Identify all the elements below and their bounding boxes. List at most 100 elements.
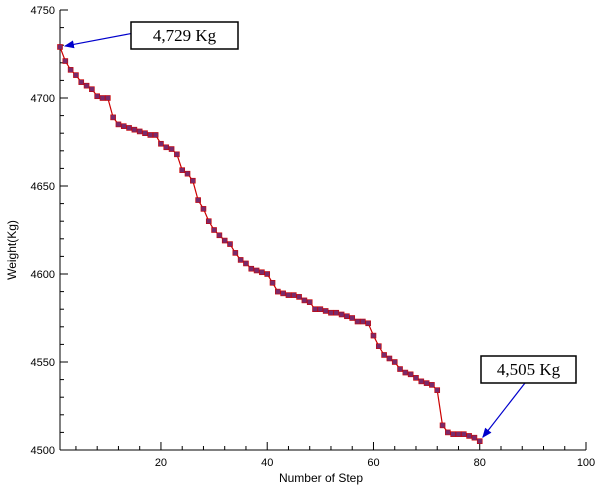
y-tick-label: 4550 bbox=[31, 357, 55, 369]
data-point bbox=[73, 72, 79, 78]
data-point bbox=[386, 355, 393, 362]
y-tick-label: 4700 bbox=[31, 93, 55, 105]
data-point bbox=[455, 431, 462, 437]
data-point bbox=[259, 269, 265, 276]
data-point bbox=[195, 197, 201, 203]
callouts-group: 4,729 Kg 4,505 Kg bbox=[63, 21, 577, 439]
data-point bbox=[152, 132, 159, 138]
data-point bbox=[344, 313, 350, 320]
data-point bbox=[370, 332, 377, 339]
data-point bbox=[466, 433, 472, 439]
data-point bbox=[99, 95, 106, 101]
data-point bbox=[221, 237, 228, 244]
data-point bbox=[413, 375, 419, 381]
data-point bbox=[94, 93, 100, 100]
x-tick-label: 60 bbox=[367, 457, 379, 469]
callout-box bbox=[130, 21, 239, 50]
data-point bbox=[216, 232, 223, 239]
data-point bbox=[333, 309, 340, 316]
data-point bbox=[190, 177, 196, 184]
data-point bbox=[89, 86, 95, 92]
data-point bbox=[243, 260, 249, 267]
callout-label: 4,729 Kg bbox=[153, 26, 217, 45]
series-group bbox=[57, 44, 483, 445]
data-point bbox=[147, 132, 154, 138]
data-point bbox=[253, 267, 260, 274]
data-point bbox=[365, 320, 371, 327]
data-point bbox=[126, 125, 132, 131]
data-point bbox=[57, 44, 63, 50]
data-point bbox=[168, 146, 175, 152]
data-point bbox=[264, 271, 271, 277]
data-point bbox=[429, 382, 435, 388]
callout-arrow bbox=[482, 382, 526, 439]
data-point bbox=[248, 265, 255, 272]
data-point bbox=[115, 121, 122, 128]
data-point bbox=[418, 378, 425, 385]
data-point bbox=[120, 123, 127, 129]
y-tick-label: 4500 bbox=[31, 445, 55, 457]
data-point bbox=[471, 434, 478, 441]
data-point bbox=[200, 206, 207, 212]
x-tick-label: 80 bbox=[474, 457, 486, 469]
data-point bbox=[174, 151, 180, 158]
data-point bbox=[317, 306, 324, 313]
data-point bbox=[136, 128, 143, 135]
data-point bbox=[349, 315, 356, 321]
data-point bbox=[434, 387, 441, 393]
y-tick-label: 4600 bbox=[31, 269, 55, 281]
data-point bbox=[402, 369, 409, 376]
data-point bbox=[290, 292, 297, 298]
data-point bbox=[476, 438, 483, 445]
data-point bbox=[275, 288, 281, 295]
data-point bbox=[285, 292, 292, 298]
data-point bbox=[312, 306, 318, 313]
data-point bbox=[158, 140, 164, 147]
x-tick-label: 20 bbox=[155, 457, 167, 469]
series-line bbox=[59, 46, 481, 442]
data-point bbox=[67, 67, 74, 73]
data-point bbox=[397, 366, 403, 372]
callout-box bbox=[480, 355, 577, 384]
data-point bbox=[83, 82, 90, 89]
data-point bbox=[381, 352, 387, 358]
data-point bbox=[296, 294, 302, 300]
data-point bbox=[184, 170, 191, 177]
y-tick-label: 4650 bbox=[31, 181, 55, 193]
data-point bbox=[78, 79, 85, 85]
data-point bbox=[306, 299, 313, 305]
data-point bbox=[407, 371, 414, 378]
data-point bbox=[360, 318, 366, 325]
data-point bbox=[338, 311, 345, 318]
data-point bbox=[328, 309, 334, 316]
data-point bbox=[423, 380, 430, 386]
y-tick-label: 4750 bbox=[31, 5, 55, 17]
y-axis-title: Weight(Kg) bbox=[5, 220, 19, 280]
data-point bbox=[179, 167, 186, 173]
data-point bbox=[280, 290, 286, 297]
data-point bbox=[322, 308, 329, 314]
data-point bbox=[105, 95, 111, 101]
callout-arrow bbox=[63, 32, 135, 49]
x-axis-title: Number of Step bbox=[279, 471, 363, 485]
data-point bbox=[301, 297, 308, 304]
data-point bbox=[445, 429, 451, 436]
data-point bbox=[131, 126, 138, 133]
data-point bbox=[391, 359, 398, 365]
data-point bbox=[227, 241, 233, 247]
data-point bbox=[269, 279, 276, 286]
data-point bbox=[450, 431, 456, 437]
data-point bbox=[375, 343, 382, 349]
data-point bbox=[439, 422, 446, 429]
data-point bbox=[142, 130, 148, 136]
data-point bbox=[232, 250, 239, 256]
axes: 4500 4550 4600 4650 4700 4750 20 40 60 80 100 bbox=[31, 5, 596, 469]
x-tick-label: 100 bbox=[577, 457, 595, 469]
data-point bbox=[211, 227, 217, 233]
data-point bbox=[354, 318, 361, 325]
data-point bbox=[62, 58, 69, 64]
data-point bbox=[163, 144, 170, 151]
data-point bbox=[110, 114, 116, 121]
data-point bbox=[237, 257, 244, 263]
